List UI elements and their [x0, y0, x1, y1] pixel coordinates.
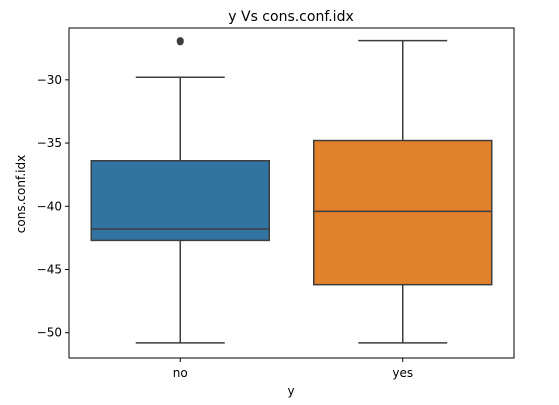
y-tick-label: −50 [37, 326, 62, 340]
box-no [91, 38, 269, 343]
box-yes [314, 41, 492, 343]
plot-area [69, 28, 514, 358]
iqr-box [314, 141, 492, 285]
outlier-point [177, 39, 183, 45]
y-axis-label: cons.conf.idx [14, 155, 28, 233]
y-tick-label: −35 [37, 136, 62, 150]
y-axis: −30 −35 −40 −45 −50 [37, 73, 69, 340]
y-tick-label: −30 [37, 73, 62, 87]
x-axis: no yes [173, 358, 413, 380]
x-tick-label: yes [392, 366, 413, 380]
y-tick-label: −45 [37, 262, 62, 276]
y-tick-label: −40 [37, 199, 62, 213]
x-axis-label: y [287, 384, 294, 398]
x-tick-label: no [173, 366, 188, 380]
chart-title: y Vs cons.conf.idx [228, 9, 354, 25]
